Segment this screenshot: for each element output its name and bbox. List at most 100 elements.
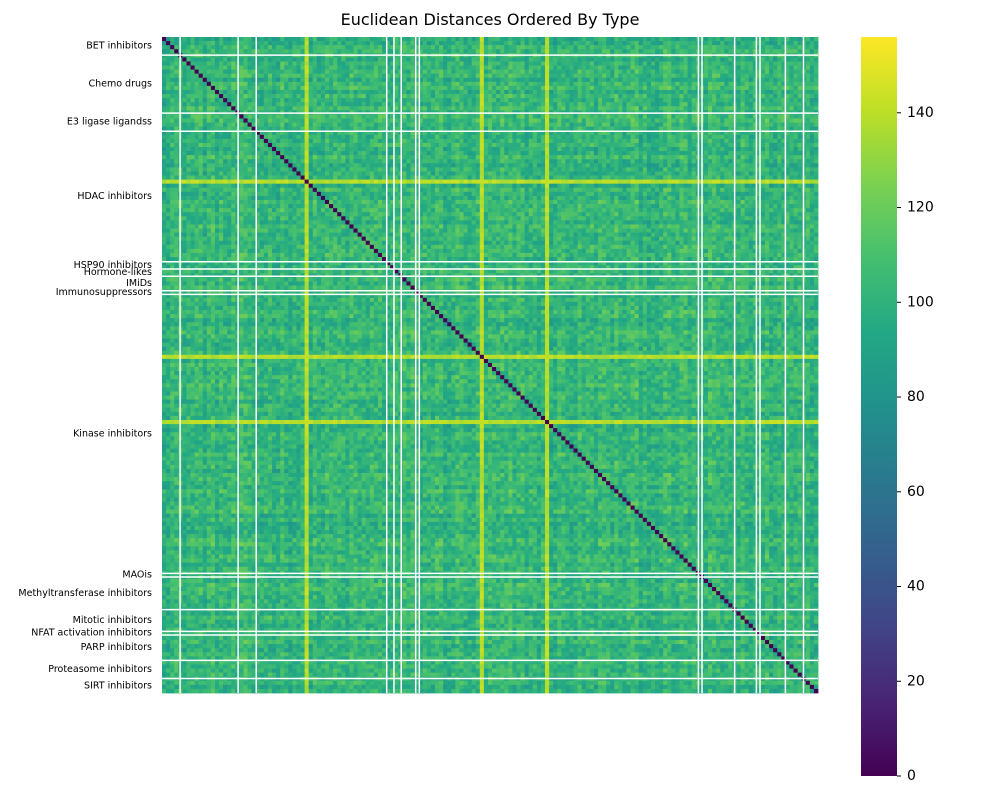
heatmap-cell	[296, 37, 300, 41]
heatmap-cell	[309, 78, 313, 82]
heatmap-cell	[321, 70, 325, 74]
heatmap-cell	[667, 90, 671, 94]
heatmap-cell	[272, 135, 276, 139]
heatmap-cell	[341, 41, 345, 45]
heatmap-cell	[610, 86, 614, 90]
heatmap-cell	[284, 147, 288, 151]
heatmap-cell	[704, 74, 708, 78]
heatmap-cell	[370, 139, 374, 143]
heatmap-cell	[724, 139, 728, 143]
heatmap-cell	[203, 98, 207, 102]
heatmap-cell	[329, 94, 333, 98]
heatmap-cell	[464, 66, 468, 70]
heatmap-cell	[814, 127, 818, 131]
heatmap-cell	[468, 70, 472, 74]
heatmap-cell	[411, 114, 415, 118]
heatmap-cell	[618, 123, 622, 127]
heatmap-cell	[362, 45, 366, 49]
heatmap-cell	[704, 49, 708, 53]
heatmap-cell	[260, 49, 264, 53]
heatmap-cell	[557, 102, 561, 106]
heatmap-cell	[745, 106, 749, 110]
heatmap-cell	[610, 127, 614, 131]
heatmap-cell	[329, 102, 333, 106]
heatmap-cell	[431, 45, 435, 49]
heatmap-cell	[317, 74, 321, 78]
heatmap-cell	[406, 61, 410, 65]
heatmap-cell	[411, 66, 415, 70]
heatmap-cell	[394, 49, 398, 53]
heatmap-cell	[337, 90, 341, 94]
heatmap-cell	[769, 66, 773, 70]
heatmap-cell	[223, 66, 227, 70]
heatmap-cell	[598, 102, 602, 106]
heatmap-cell	[525, 94, 529, 98]
heatmap-cell	[252, 82, 256, 86]
heatmap-cell	[553, 41, 557, 45]
heatmap-cell	[423, 94, 427, 98]
heatmap-cell	[798, 78, 802, 82]
heatmap-cell	[435, 37, 439, 41]
heatmap-cell	[586, 139, 590, 143]
heatmap-cell	[761, 127, 765, 131]
heatmap-cell	[370, 147, 374, 151]
heatmap-cell	[374, 45, 378, 49]
heatmap-cell	[186, 61, 190, 65]
heatmap-cell	[712, 82, 716, 86]
heatmap-cell	[366, 66, 370, 70]
heatmap-cell	[553, 102, 557, 106]
heatmap-cell	[602, 135, 606, 139]
heatmap-cell	[557, 94, 561, 98]
heatmap-cell	[545, 94, 549, 98]
heatmap-cell	[545, 118, 549, 122]
heatmap-cell	[243, 82, 247, 86]
heatmap-cell	[639, 123, 643, 127]
heatmap-cell	[500, 57, 504, 61]
heatmap-cell	[227, 159, 231, 163]
heatmap-cell	[345, 123, 349, 127]
heatmap-cell	[354, 94, 358, 98]
heatmap-cell	[516, 37, 520, 41]
heatmap-cell	[525, 106, 529, 110]
heatmap-cell	[631, 135, 635, 139]
heatmap-cell	[765, 155, 769, 159]
heatmap-cell	[647, 41, 651, 45]
heatmap-cell	[427, 102, 431, 106]
heatmap-cell	[765, 98, 769, 102]
heatmap-cell	[724, 123, 728, 127]
heatmap-cell	[708, 74, 712, 78]
heatmap-cell	[500, 106, 504, 110]
heatmap-cell	[402, 118, 406, 122]
heatmap-cell	[684, 45, 688, 49]
heatmap-cell	[537, 135, 541, 139]
heatmap-cell	[292, 61, 296, 65]
heatmap-cell	[635, 102, 639, 106]
heatmap-cell	[504, 114, 508, 118]
heatmap-cell	[427, 139, 431, 143]
heatmap-cell	[810, 139, 814, 143]
heatmap-cell	[704, 102, 708, 106]
heatmap-cell	[728, 49, 732, 53]
heatmap-cell	[472, 155, 476, 159]
heatmap-cell	[765, 151, 769, 155]
heatmap-cell	[667, 78, 671, 82]
heatmap-cell	[370, 94, 374, 98]
heatmap-cell	[231, 41, 235, 45]
heatmap-cell	[798, 135, 802, 139]
heatmap-cell	[688, 74, 692, 78]
heatmap-cell	[317, 45, 321, 49]
heatmap-cell	[684, 66, 688, 70]
heatmap-cell	[679, 102, 683, 106]
heatmap-cell	[349, 78, 353, 82]
heatmap-cell	[345, 106, 349, 110]
heatmap-cell	[288, 155, 292, 159]
heatmap-cell	[655, 49, 659, 53]
heatmap-cell	[288, 143, 292, 147]
heatmap-cell	[296, 127, 300, 131]
heatmap-cell	[166, 143, 170, 147]
heatmap-cell	[708, 102, 712, 106]
heatmap-cell	[594, 37, 598, 41]
heatmap-cell	[284, 61, 288, 65]
heatmap-cell	[492, 41, 496, 45]
heatmap-cell	[231, 143, 235, 147]
